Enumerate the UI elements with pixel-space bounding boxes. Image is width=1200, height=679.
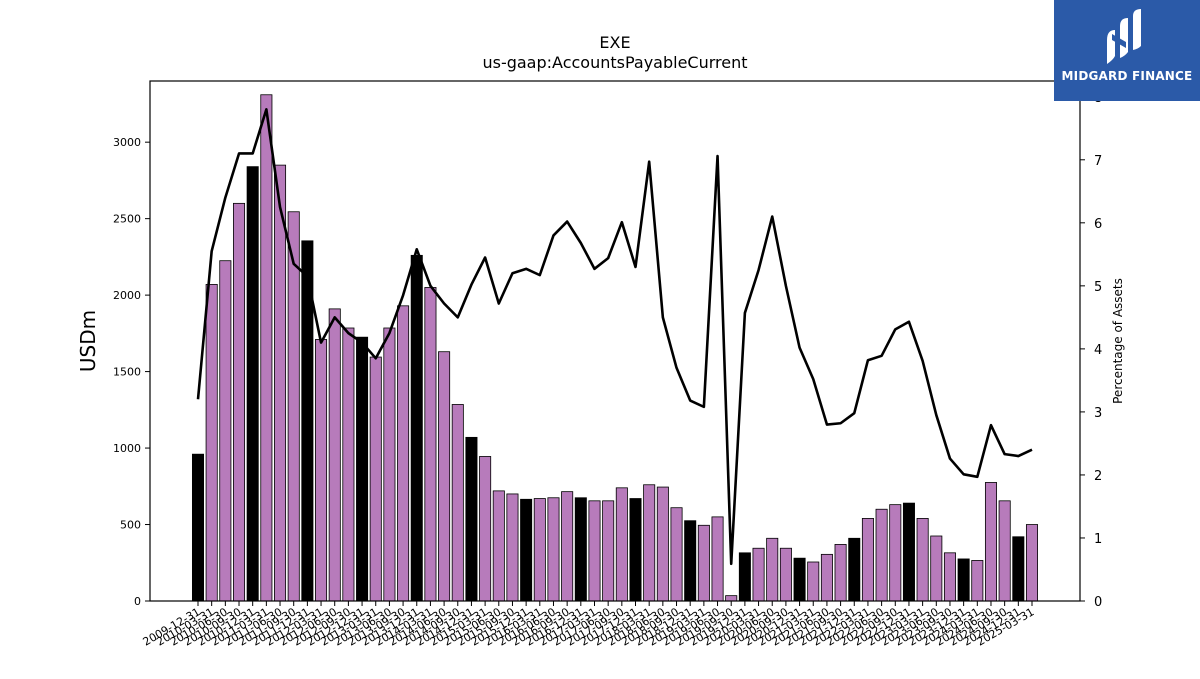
bar xyxy=(369,356,382,602)
bar xyxy=(984,482,997,602)
bar xyxy=(438,351,451,602)
y2-tick-label: 6 xyxy=(1094,217,1102,232)
bar xyxy=(465,436,478,602)
bar xyxy=(219,260,232,602)
y-tick-label: 0 xyxy=(134,595,141,608)
bar xyxy=(943,552,956,602)
bar xyxy=(492,490,505,602)
y2-tick-label: 4 xyxy=(1094,343,1102,358)
bar xyxy=(246,166,259,602)
bar xyxy=(807,561,820,602)
plot-frame xyxy=(149,80,1081,602)
bar xyxy=(479,456,492,602)
midgard-logo-icon xyxy=(1107,9,1141,64)
bar xyxy=(615,487,628,602)
chart-subtitle: us-gaap:AccountsPayableCurrent xyxy=(482,53,747,72)
bar xyxy=(315,339,328,602)
bar xyxy=(711,516,724,602)
bar xyxy=(998,500,1011,602)
bar xyxy=(342,327,355,602)
bar xyxy=(451,404,464,602)
line-layer xyxy=(196,108,1033,566)
bar xyxy=(684,520,697,602)
bar xyxy=(1025,524,1039,602)
bar xyxy=(274,164,287,602)
series-line xyxy=(196,108,1033,566)
bar xyxy=(643,484,656,602)
bar xyxy=(930,535,943,602)
bars-layer xyxy=(191,94,1039,602)
bar xyxy=(848,537,861,602)
y-tick-label: 1500 xyxy=(113,366,141,379)
bar xyxy=(656,486,669,602)
bar xyxy=(506,493,519,602)
bar xyxy=(670,507,683,602)
y2-tick-label: 3 xyxy=(1094,406,1102,421)
bar xyxy=(520,498,533,602)
bar xyxy=(629,498,642,602)
bar xyxy=(834,544,847,602)
bar xyxy=(1012,536,1025,602)
bar xyxy=(861,518,874,602)
bar xyxy=(820,553,833,602)
brand-badge: MIDGARD FINANCE xyxy=(1054,0,1200,101)
y-tick-label: 3000 xyxy=(113,136,141,149)
y2-tick-label: 7 xyxy=(1094,154,1102,169)
y2-tick-label: 5 xyxy=(1094,280,1102,295)
bar xyxy=(916,518,929,602)
bar xyxy=(738,552,751,602)
bar xyxy=(410,254,423,602)
y-tick-label: 1000 xyxy=(113,442,141,455)
bar xyxy=(287,211,300,602)
bar xyxy=(752,547,765,602)
bar xyxy=(424,287,437,602)
chart-title: EXE xyxy=(599,33,630,52)
y-tick-label: 2000 xyxy=(113,289,141,302)
bar xyxy=(779,547,792,602)
bar xyxy=(588,500,601,602)
axes-layer: 0500100015002000250030000123456782009-12… xyxy=(113,80,1102,649)
bar xyxy=(233,202,246,602)
bar xyxy=(957,558,970,602)
bar xyxy=(547,497,560,602)
bar xyxy=(561,491,574,602)
bar xyxy=(533,498,546,602)
bar xyxy=(328,308,341,602)
bar xyxy=(191,453,204,602)
y2-tick-label: 1 xyxy=(1094,532,1102,547)
y2-tick-label: 0 xyxy=(1094,595,1102,610)
bar xyxy=(697,524,710,602)
bar xyxy=(602,500,615,602)
bar xyxy=(205,284,218,602)
y-axis-label: USDm xyxy=(76,310,100,372)
y-tick-label: 500 xyxy=(120,519,141,532)
bar xyxy=(356,336,369,602)
bar xyxy=(793,557,806,602)
bar xyxy=(383,327,396,602)
bar xyxy=(766,537,779,602)
bar xyxy=(725,595,738,602)
y-tick-label: 2500 xyxy=(113,213,141,226)
bar xyxy=(397,305,410,602)
bar xyxy=(574,497,587,602)
bar xyxy=(971,560,984,602)
y2-axis-label: Percentage of Assets xyxy=(1111,278,1125,404)
brand-name: MIDGARD FINANCE xyxy=(1061,69,1193,83)
bar xyxy=(902,502,915,602)
y2-tick-label: 2 xyxy=(1094,469,1102,484)
bar xyxy=(889,504,902,602)
bar xyxy=(875,508,888,602)
bar xyxy=(260,94,273,602)
